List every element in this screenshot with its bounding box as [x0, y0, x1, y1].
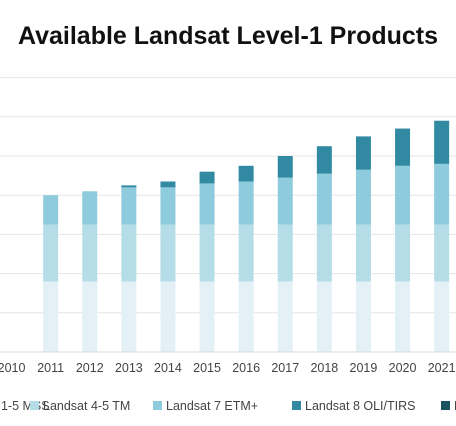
bar-segment — [355, 169, 371, 225]
bar-segment — [355, 281, 371, 352]
x-tick-labels: 2010 2011 2012 2013 2014 2015 2016 2017 2018 2019… — [0, 361, 456, 375]
bar-segment — [316, 224, 332, 282]
bar-segment — [238, 224, 254, 282]
x-tick-label: 2018 — [310, 361, 338, 375]
bar-segment — [277, 281, 293, 352]
bar-segment — [277, 156, 293, 178]
bar-segment — [238, 165, 254, 182]
x-tick-label: 2013 — [115, 361, 143, 375]
bar-segment — [316, 173, 332, 225]
x-tick-label: 2011 — [37, 361, 64, 375]
x-tick-label: 2015 — [193, 361, 221, 375]
bar-segment — [160, 281, 176, 352]
bar-segment — [160, 224, 176, 282]
bar-segment — [199, 224, 215, 282]
legend-label: Landsat 9 — [454, 399, 456, 413]
bar-segment — [121, 281, 137, 352]
bar-segment — [199, 171, 215, 184]
bar-segment — [277, 177, 293, 225]
bar-segment — [238, 181, 254, 225]
legend-swatch — [30, 401, 39, 410]
x-tick-label: 2010 — [0, 361, 25, 375]
x-tick-label: 2017 — [271, 361, 299, 375]
bar-segment — [43, 195, 59, 225]
bar-segment — [316, 281, 332, 352]
bar-segment — [160, 187, 176, 225]
bar-segment — [277, 224, 293, 282]
bar-segment — [395, 281, 411, 352]
bar-segment — [199, 281, 215, 352]
x-tick-label: 2016 — [232, 361, 260, 375]
legend-swatch — [292, 401, 301, 410]
bar-segment — [121, 187, 137, 225]
bar-segment — [395, 165, 411, 225]
x-tick-label: 2012 — [76, 361, 104, 375]
bar-segment — [238, 281, 254, 352]
bar-segment — [395, 224, 411, 282]
legend-swatch — [441, 401, 450, 410]
bar-segment — [43, 281, 59, 352]
bar-segment — [82, 224, 98, 282]
bars — [43, 120, 450, 352]
bar-segment — [121, 224, 137, 282]
x-tick-label: 2014 — [154, 361, 182, 375]
bar-segment — [395, 128, 411, 166]
legend-label: Landsat 8 OLI/TIRS — [305, 399, 415, 413]
bar-segment — [199, 183, 215, 225]
bar-segment — [355, 224, 371, 282]
x-tick-label: 2019 — [350, 361, 378, 375]
bar-segment — [82, 191, 98, 225]
legend-swatch — [153, 401, 162, 410]
bar-segment — [434, 163, 450, 225]
chart-title: Available Landsat Level-1 Products — [17, 22, 439, 50]
bar-segment — [355, 136, 371, 170]
legend-label: Landsat 4-5 TM — [43, 399, 130, 413]
x-tick-label: 2021 — [428, 361, 456, 375]
bar-segment — [121, 185, 137, 188]
gridlines — [0, 77, 456, 314]
bar-segment — [434, 120, 450, 164]
bar-segment — [160, 181, 176, 188]
bar-segment — [316, 146, 332, 174]
bar-segment — [43, 224, 59, 282]
legend-label: Landsat 7 ETM+ — [166, 399, 258, 413]
bar-segment — [434, 224, 450, 282]
bar-segment — [82, 281, 98, 352]
x-tick-label: 2020 — [389, 361, 417, 375]
bar-segment — [434, 281, 450, 352]
